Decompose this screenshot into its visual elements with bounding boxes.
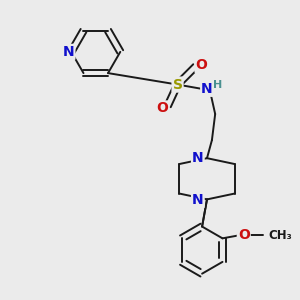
Text: N: N	[192, 151, 204, 164]
Text: O: O	[156, 101, 168, 116]
Text: H: H	[213, 80, 222, 90]
Text: O: O	[196, 58, 207, 72]
Text: CH₃: CH₃	[268, 229, 292, 242]
Text: O: O	[238, 228, 250, 242]
Text: N: N	[63, 45, 74, 59]
Text: N: N	[192, 193, 204, 207]
Text: S: S	[172, 78, 183, 92]
Text: N: N	[201, 82, 213, 96]
